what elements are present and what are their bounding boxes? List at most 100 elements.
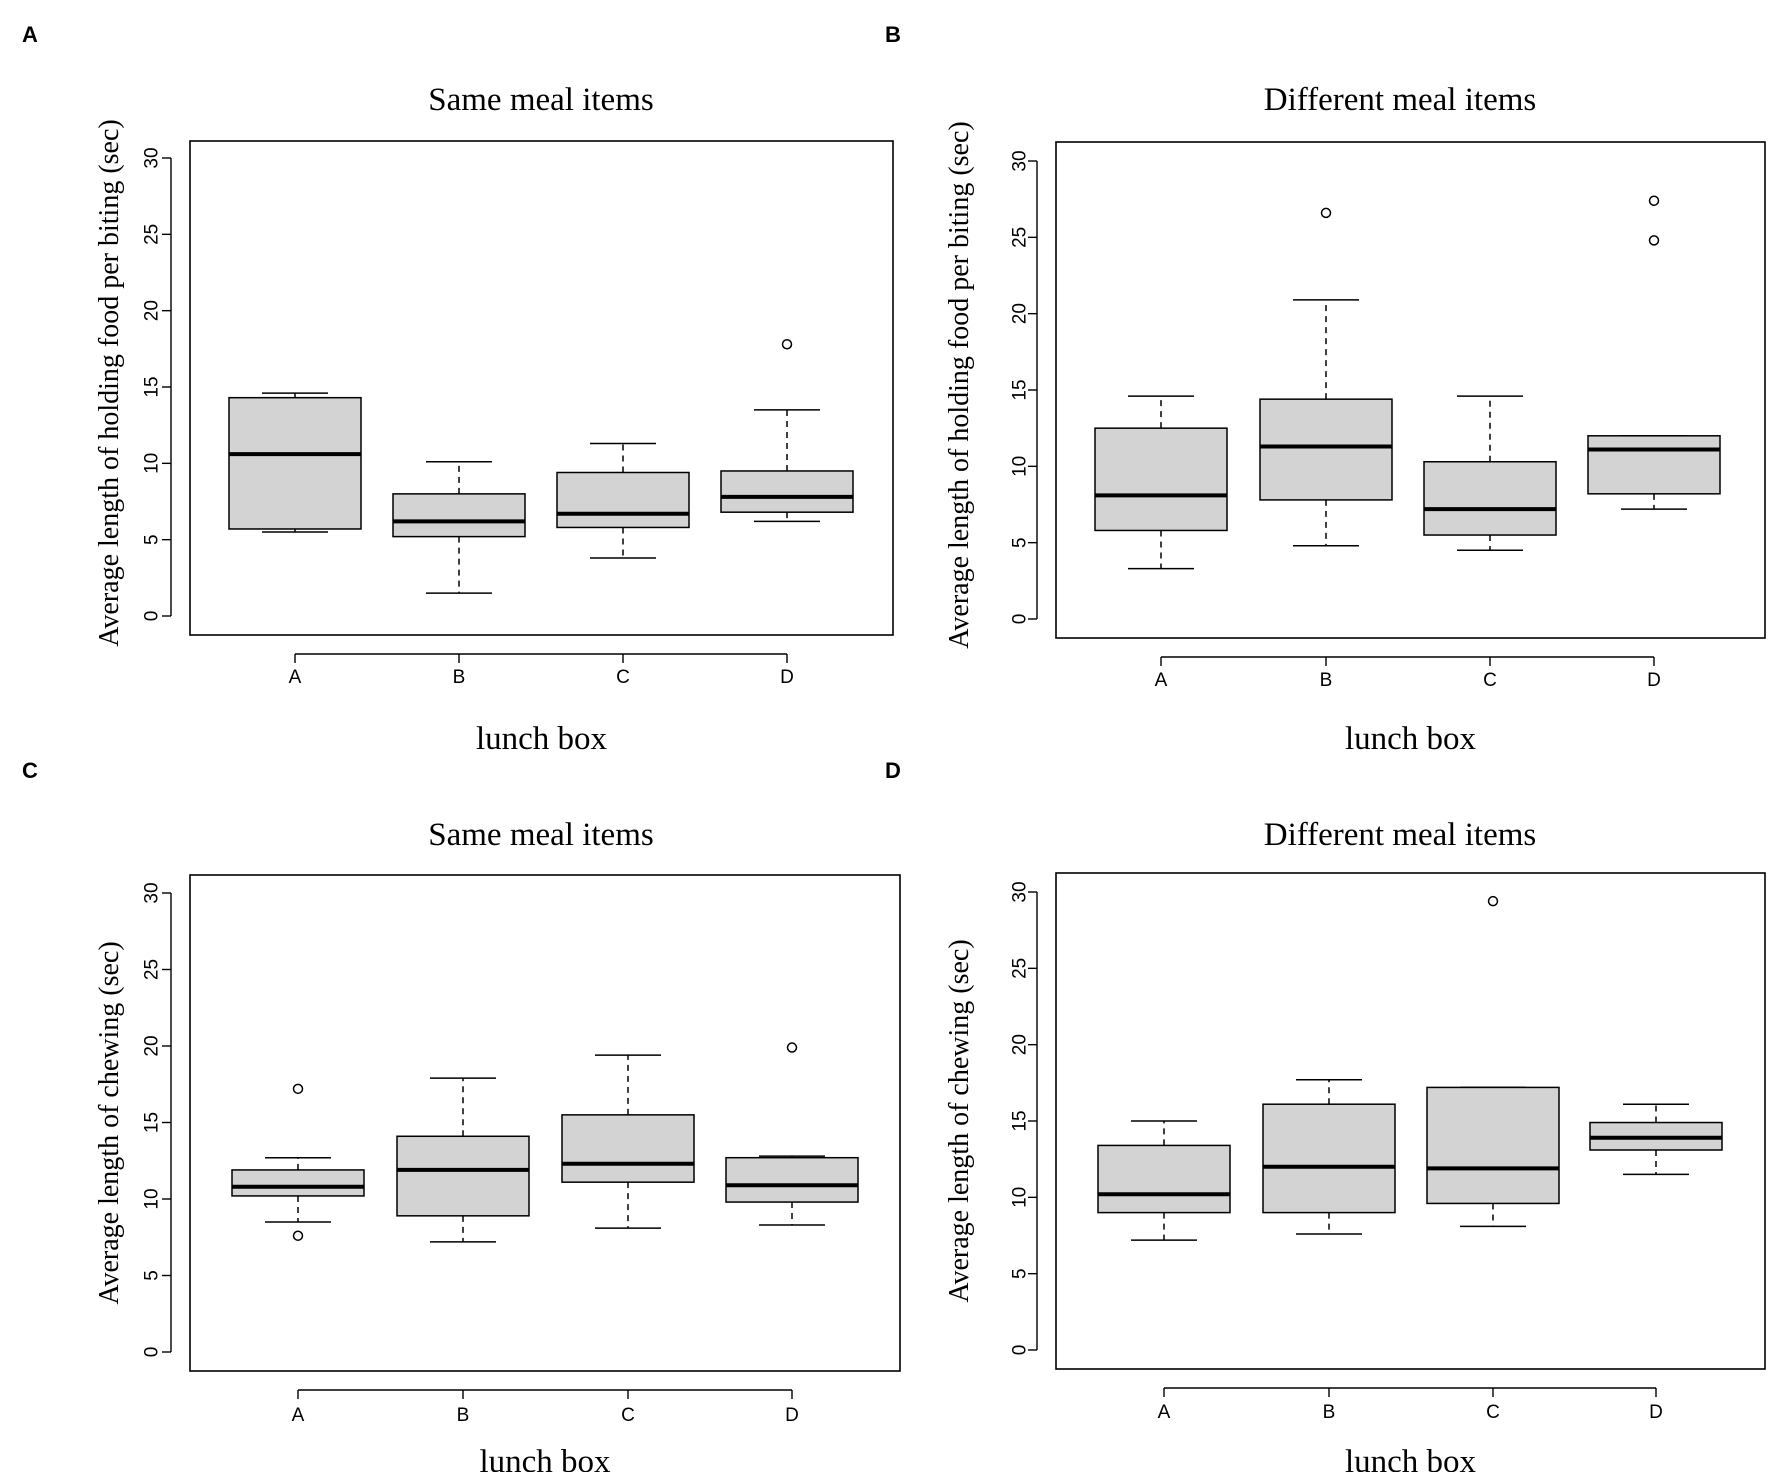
x-tick-label: C	[1486, 1402, 1500, 1423]
y-tick-label: 20	[1010, 303, 1031, 324]
y-tick-label: 10	[142, 1188, 163, 1209]
box-d	[1589, 1103, 1723, 1176]
outlier-point	[786, 1042, 798, 1053]
y-axis-label: Average length of holding food per bitin…	[94, 119, 125, 646]
y-tick-label: 10	[1010, 1187, 1031, 1208]
y-tick-label: 20	[1010, 1034, 1031, 1055]
y-tick-label: 15	[142, 1112, 163, 1133]
outlier-point	[781, 339, 793, 350]
x-tick-label: B	[457, 1405, 470, 1426]
outlier-point	[292, 1083, 304, 1095]
box-iqr	[725, 1156, 859, 1203]
chart-title: Same meal items	[428, 817, 653, 853]
box-iqr	[228, 396, 362, 530]
outlier-point	[292, 1230, 304, 1241]
y-tick-label: 5	[142, 534, 163, 545]
y-tick-label: 5	[142, 1270, 163, 1281]
x-tick-label: B	[1323, 1402, 1336, 1423]
box-iqr	[231, 1169, 365, 1197]
y-tick-label: 0	[142, 1347, 163, 1358]
box-c	[1426, 895, 1560, 1228]
x-axis-label: lunch box	[476, 721, 608, 757]
x-tick-label: A	[292, 1405, 305, 1426]
box-c	[556, 442, 690, 559]
plot-frame	[189, 140, 894, 636]
box-a	[231, 1083, 365, 1241]
y-axis-label: Average length of chewing (sec)	[94, 941, 125, 1304]
box-d	[720, 339, 854, 523]
x-tick-label: A	[1155, 670, 1168, 691]
plot-frame	[189, 874, 901, 1372]
y-tick-label: 30	[1010, 150, 1031, 171]
y-tick-label: 10	[1010, 456, 1031, 477]
outlier-point	[1487, 895, 1499, 907]
box-iqr	[1262, 1103, 1396, 1214]
box-c	[1423, 395, 1557, 552]
box-iqr	[556, 471, 690, 529]
x-axis-label: lunch box	[479, 1444, 611, 1472]
panel-letter: D	[885, 758, 901, 783]
x-tick-label: C	[616, 667, 630, 688]
outlier-point	[1320, 207, 1332, 219]
box-iqr	[1423, 461, 1557, 536]
box-iqr	[1587, 435, 1721, 495]
outlier-point	[1648, 235, 1660, 246]
y-tick-label: 20	[142, 300, 163, 321]
y-tick-label: 20	[142, 1035, 163, 1056]
y-axis-label: Average length of holding food per bitin…	[944, 121, 975, 648]
x-tick-label: D	[1649, 1402, 1663, 1423]
y-axis-label: Average length of chewing (sec)	[944, 939, 975, 1302]
box-b	[1262, 1079, 1396, 1235]
plot-frame	[1055, 141, 1766, 639]
x-tick-label: D	[785, 1405, 799, 1426]
chart-title: Different meal items	[1264, 82, 1536, 118]
plot-frame	[1055, 872, 1766, 1370]
box-c	[561, 1054, 695, 1229]
y-tick-label: 5	[1010, 537, 1031, 548]
y-tick-label: 25	[142, 224, 163, 245]
y-tick-label: 0	[142, 611, 163, 622]
box-iqr	[1097, 1144, 1231, 1214]
x-tick-label: A	[1158, 1402, 1171, 1423]
x-tick-label: B	[453, 667, 466, 688]
box-b	[1259, 207, 1393, 547]
box-iqr	[720, 470, 854, 513]
box-a	[1097, 1120, 1231, 1241]
x-tick-label: C	[1483, 670, 1497, 691]
panel-letter: B	[885, 22, 901, 47]
x-axis-label: lunch box	[1345, 1444, 1477, 1472]
y-tick-label: 15	[1010, 1110, 1031, 1131]
box-iqr	[561, 1114, 695, 1183]
x-tick-label: C	[621, 1405, 635, 1426]
y-tick-label: 10	[142, 453, 163, 474]
y-tick-label: 30	[1010, 881, 1031, 902]
y-tick-label: 15	[142, 376, 163, 397]
y-tick-label: 0	[1010, 1345, 1031, 1356]
outlier-point	[1648, 195, 1660, 206]
panel-letter: A	[22, 22, 38, 47]
x-tick-label: D	[1647, 670, 1661, 691]
y-tick-label: 15	[1010, 379, 1031, 400]
chart-title: Same meal items	[428, 82, 653, 118]
panel-b: B Different meal items 0 5 10 15 20 25 30 A B C Dlun…	[885, 22, 1766, 757]
y-tick-label: 25	[142, 959, 163, 980]
box-a	[1094, 395, 1228, 570]
x-tick-label: A	[289, 667, 302, 688]
box-iqr	[392, 493, 526, 538]
box-b	[396, 1077, 530, 1243]
y-tick-label: 30	[142, 882, 163, 903]
box-d	[1587, 195, 1721, 510]
box-iqr	[1259, 398, 1393, 501]
x-tick-label: D	[780, 667, 794, 688]
box-iqr	[1426, 1086, 1560, 1205]
chart-title: Different meal items	[1264, 817, 1536, 853]
y-tick-label: 25	[1010, 958, 1031, 979]
box-iqr	[396, 1135, 530, 1217]
box-iqr	[1094, 427, 1228, 532]
panel-d: D Different meal items 0 5 10 15 20 25 30 A B C Dlun…	[885, 758, 1766, 1472]
y-tick-label: 0	[1010, 614, 1031, 625]
panel-letter: C	[22, 758, 38, 783]
